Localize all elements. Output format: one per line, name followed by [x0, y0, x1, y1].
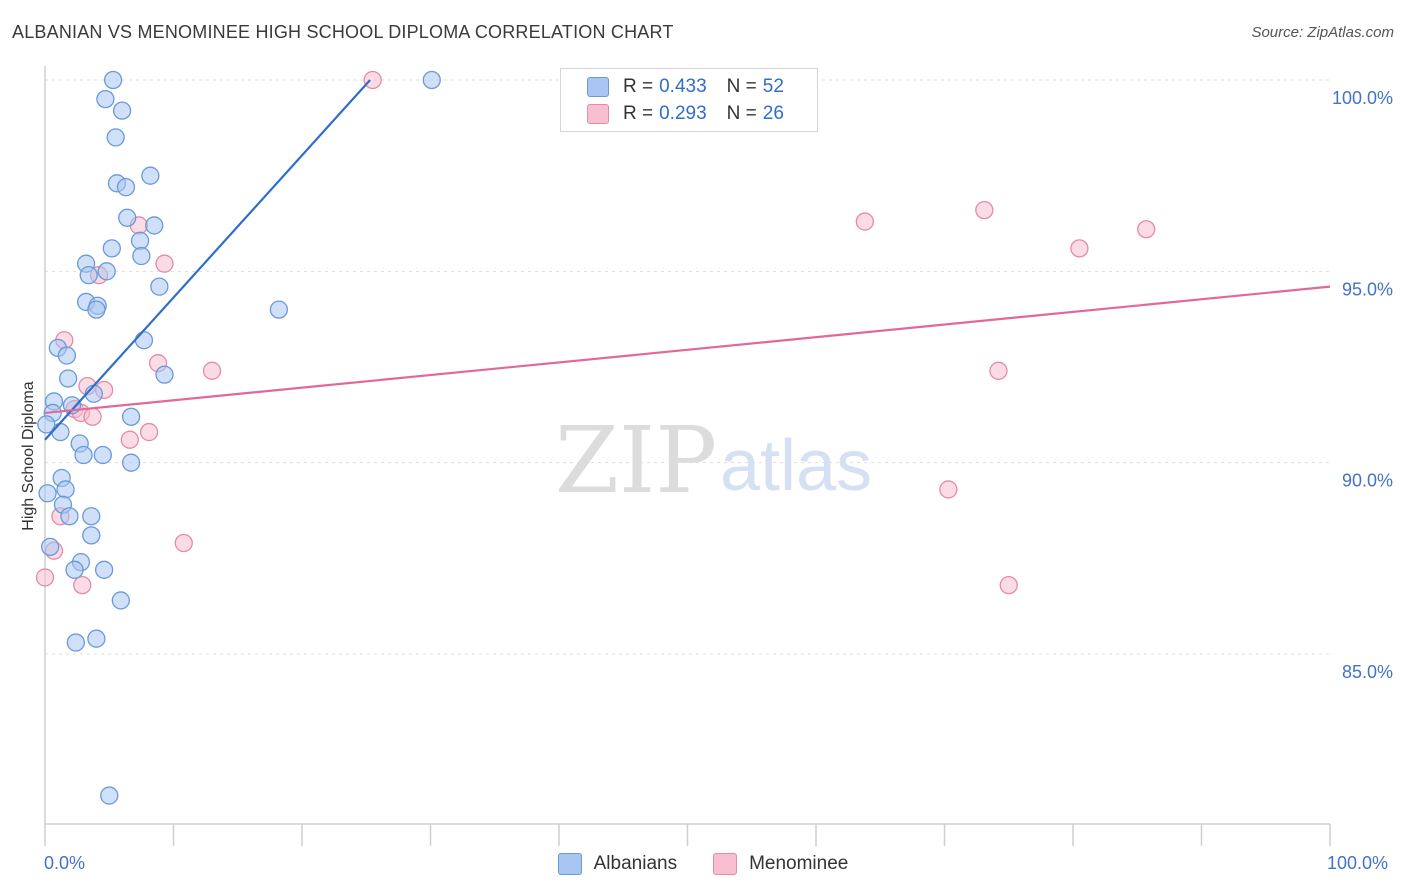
stats-legend: R = 0.433 N = 52 R = 0.293 N = 26 — [560, 68, 818, 132]
albanians-point — [141, 166, 160, 185]
albanians-point — [37, 415, 56, 434]
menominee-swatch — [587, 104, 609, 124]
n-label: N = — [726, 103, 757, 124]
albanians-point — [57, 346, 76, 365]
albanians-swatch — [587, 77, 609, 97]
menominee-legend-swatch — [713, 853, 738, 875]
albanians-point — [116, 177, 136, 197]
albanians-point — [155, 365, 174, 384]
r-label: R = — [623, 103, 654, 124]
menominee-point — [83, 407, 102, 426]
menominee-n-value: 26 — [762, 103, 784, 124]
trendlines — [44, 79, 1331, 441]
albanians-point — [112, 101, 132, 120]
albanians-point — [100, 786, 119, 805]
albanians-point — [66, 633, 85, 652]
albanians-points — [37, 70, 441, 805]
albanians-n-value: 52 — [762, 76, 784, 97]
albanians-point — [56, 480, 75, 499]
albanians-point — [87, 300, 106, 319]
albanians-point — [103, 70, 123, 90]
menominee-point — [35, 568, 55, 587]
albanians-point — [38, 484, 57, 503]
albanians-r-value: 0.433 — [659, 76, 707, 97]
albanians-point — [422, 70, 441, 90]
x-tick-label-right: 100.0% — [1327, 853, 1388, 873]
y-tick-label-95: 95.0% — [1342, 279, 1393, 299]
albanians-trendline — [44, 79, 371, 441]
albanians-point — [96, 89, 115, 109]
albanians-point — [82, 526, 101, 545]
menominee-trendline — [44, 285, 1331, 415]
y-tick-label-100: 100.0% — [1332, 88, 1393, 108]
series-legend: Albanians Menominee — [0, 852, 1406, 876]
albanians-point — [130, 231, 150, 250]
menominee-point — [202, 361, 222, 380]
menominee-point — [139, 422, 159, 442]
albanians-point — [145, 216, 164, 235]
menominee-point — [120, 430, 139, 449]
menominee-point — [363, 70, 382, 90]
y-tick-label-90: 90.0% — [1342, 471, 1393, 491]
legend-row-menominee: R = 0.293 N = 26 — [587, 102, 784, 126]
n-label: N = — [726, 76, 757, 97]
menominee-r-value: 0.293 — [659, 103, 707, 124]
source-label: Source: ZipAtlas.com — [1251, 24, 1394, 41]
albanians-point — [118, 208, 137, 227]
menominee-point — [975, 200, 994, 220]
watermark-atlas: atlas — [720, 426, 872, 506]
albanians-point — [58, 369, 78, 388]
albanians-point — [121, 453, 141, 472]
albanians-point — [132, 246, 151, 266]
albanians-point — [74, 445, 93, 465]
watermark-zip: ZIP — [555, 407, 717, 514]
albanians-point — [106, 128, 125, 147]
albanians-point — [121, 407, 141, 426]
albanians-point — [97, 262, 116, 281]
albanians-legend-label: Albanians — [593, 853, 678, 874]
albanians-point — [134, 331, 154, 350]
menominee-points — [35, 70, 1156, 595]
albanians-point — [87, 629, 106, 648]
menominee-point — [999, 575, 1018, 595]
r-label: R = — [623, 76, 654, 97]
gridlines — [45, 79, 1330, 655]
albanians-point — [94, 560, 114, 579]
x-tick-label-left: 0.0% — [44, 853, 85, 873]
watermark: ZIP atlas — [555, 407, 872, 514]
albanians-point — [79, 266, 98, 285]
y-axis-label: High School Diploma — [20, 381, 37, 531]
albanians-legend-swatch — [557, 853, 582, 875]
menominee-point — [939, 480, 958, 499]
albanians-point — [60, 507, 79, 526]
albanians-point — [40, 537, 60, 557]
menominee-legend-label: Menominee — [749, 853, 849, 874]
albanians-point — [82, 507, 101, 526]
legend-item-albanians: Albanians — [557, 853, 678, 875]
legend-row-albanians: R = 0.433 N = 52 — [587, 75, 784, 99]
menominee-point — [73, 575, 92, 595]
menominee-point — [155, 254, 174, 273]
albanians-point — [269, 300, 289, 319]
chart-title: ALBANIAN VS MENOMINEE HIGH SCHOOL DIPLOM… — [12, 22, 674, 42]
x-tick-marks — [44, 824, 1331, 846]
albanians-point — [102, 239, 121, 258]
menominee-point — [989, 361, 1008, 380]
y-tick-label-85: 85.0% — [1342, 662, 1393, 682]
menominee-point — [1070, 239, 1089, 258]
albanians-point — [93, 445, 112, 465]
y-tick-labels: 85.0% 90.0% 95.0% 100.0% — [1332, 88, 1393, 682]
menominee-point — [855, 212, 874, 231]
albanians-point — [65, 560, 84, 579]
legend-item-menominee: Menominee — [713, 853, 848, 875]
albanians-point — [111, 591, 130, 610]
menominee-point — [1137, 220, 1156, 239]
menominee-point — [174, 533, 193, 553]
albanians-point — [150, 277, 169, 296]
